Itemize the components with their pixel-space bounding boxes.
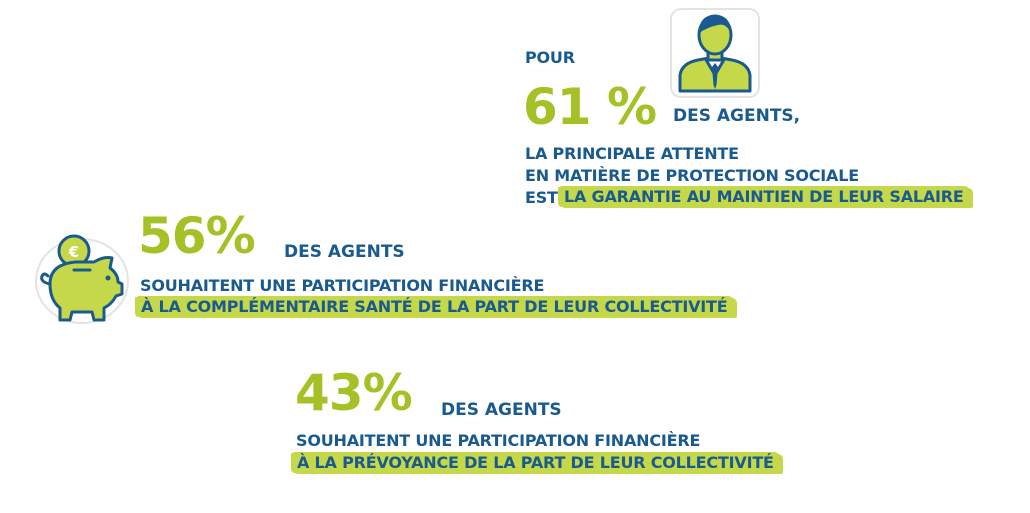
piggy-bank-euro-icon: € (35, 234, 129, 324)
businessman-icon (670, 8, 760, 98)
stat-43-suffix: DES AGENTS (441, 400, 562, 420)
stat-61-line2: EN MATIÈRE DE PROTECTION SOCIALE (525, 166, 859, 185)
stat-43-line1: SOUHAITENT UNE PARTICIPATION FINANCIÈRE (296, 431, 701, 450)
euro-symbol: € (68, 243, 79, 261)
stat-56-percent: 56% (138, 207, 256, 265)
stat-43-percent: 43% (295, 364, 413, 422)
stat-43-highlight: À LA PRÉVOYANCE DE LA PART DE LEUR COLLE… (293, 452, 780, 474)
stat-61-pre: POUR (525, 48, 575, 67)
stat-61-suffix: DES AGENTS, (673, 106, 801, 126)
stat-61-highlight: LA GARANTIE AU MAINTIEN DE LEUR SALAIRE (560, 186, 970, 208)
stat-56-suffix: DES AGENTS (284, 242, 405, 262)
stat-61-percent: 61 % (523, 78, 657, 136)
stat-56-line1: SOUHAITENT UNE PARTICIPATION FINANCIÈRE (140, 276, 545, 295)
stat-56-highlight: À LA COMPLÉMENTAIRE SANTÉ DE LA PART DE … (137, 296, 734, 318)
stat-61-line3-pre: EST (525, 188, 558, 207)
stat-61-line1: LA PRINCIPALE ATTENTE (525, 144, 739, 163)
